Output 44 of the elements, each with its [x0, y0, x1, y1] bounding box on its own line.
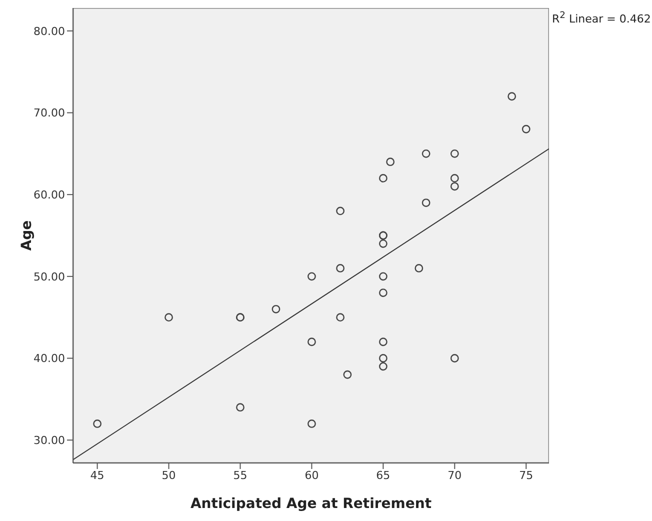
x-tick-label: 75 — [519, 468, 534, 482]
point — [378, 288, 388, 297]
y-tick-label: 80.00 — [34, 24, 65, 38]
point — [378, 272, 388, 281]
point — [508, 92, 516, 101]
point — [93, 420, 102, 428]
point — [422, 198, 430, 207]
point — [164, 313, 173, 322]
point — [236, 403, 244, 412]
x-tick-label: 50 — [162, 468, 176, 482]
point — [308, 272, 316, 281]
x-tick-label: 70 — [448, 468, 462, 482]
point — [378, 338, 388, 346]
point — [386, 158, 395, 166]
y-tick-label: 50.00 — [34, 270, 65, 284]
y-axis-title: Age — [18, 220, 35, 251]
point — [450, 182, 459, 191]
point — [414, 264, 424, 272]
point — [450, 174, 459, 182]
x-axis-title: Anticipated Age at Retirement — [190, 496, 432, 512]
x-tick-label: 55 — [233, 468, 248, 482]
point — [336, 264, 345, 272]
point — [422, 149, 430, 158]
y-tick-label: 60.00 — [34, 188, 65, 202]
y-tick-label: 30.00 — [34, 434, 65, 447]
point — [450, 354, 459, 362]
point — [450, 149, 459, 158]
point — [336, 206, 345, 216]
point — [378, 362, 388, 371]
point — [378, 239, 388, 248]
y-tick-label: 70.00 — [34, 106, 65, 120]
x-tick-label: 65 — [376, 468, 390, 482]
point — [522, 124, 530, 134]
point — [308, 420, 316, 428]
point — [336, 313, 345, 322]
point — [378, 174, 388, 182]
point — [343, 370, 352, 379]
point — [308, 338, 316, 346]
point — [272, 304, 280, 314]
point — [378, 354, 388, 362]
x-tick-label: 45 — [90, 468, 104, 482]
x-tick-label: 60 — [304, 468, 319, 482]
y-tick-label: 40.00 — [34, 352, 65, 366]
text: R$^{2}$ Linear = 0.462 — [552, 10, 651, 26]
